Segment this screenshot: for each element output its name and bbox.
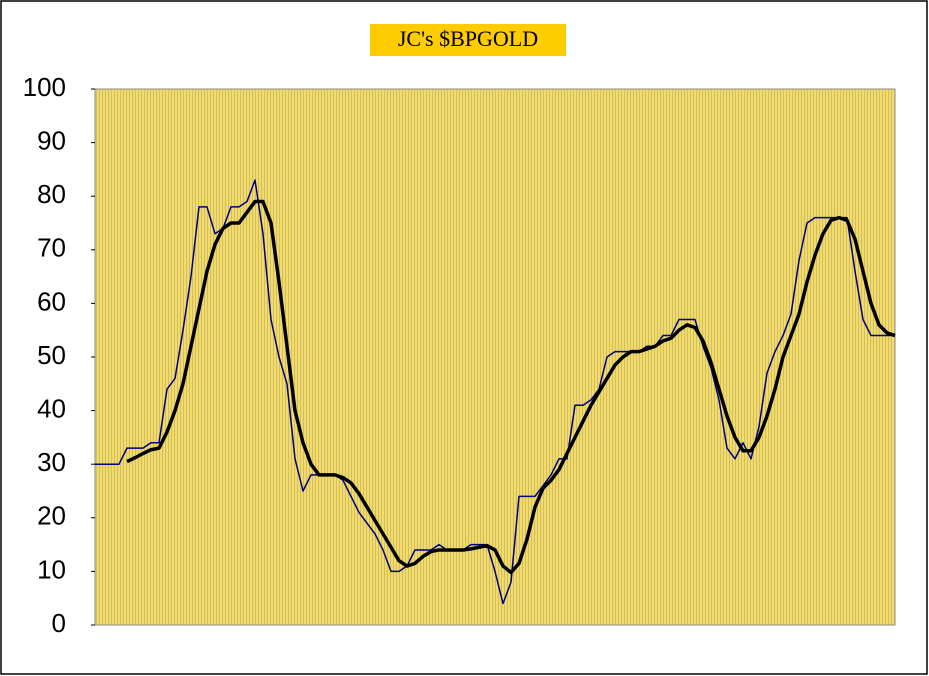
y-tick-label: 10 — [37, 554, 66, 584]
y-tick-label: 0 — [52, 608, 66, 638]
y-tick-label: 100 — [23, 72, 66, 102]
series-line — [95, 179, 895, 605]
series-line — [126, 199, 896, 575]
y-tick-label: 60 — [37, 286, 66, 316]
chart-title: JC's $BPGOLD — [398, 26, 538, 51]
y-tick-label: 90 — [37, 125, 66, 155]
y-tick-label: 40 — [37, 393, 66, 423]
title-box — [370, 24, 566, 56]
y-tick-label: 80 — [37, 179, 66, 209]
y-tick-label: 50 — [37, 340, 66, 370]
y-tick-label: 70 — [37, 233, 66, 263]
y-tick-label: 20 — [37, 501, 66, 531]
plot-hatch — [95, 89, 895, 625]
y-tick-label: 30 — [37, 447, 66, 477]
